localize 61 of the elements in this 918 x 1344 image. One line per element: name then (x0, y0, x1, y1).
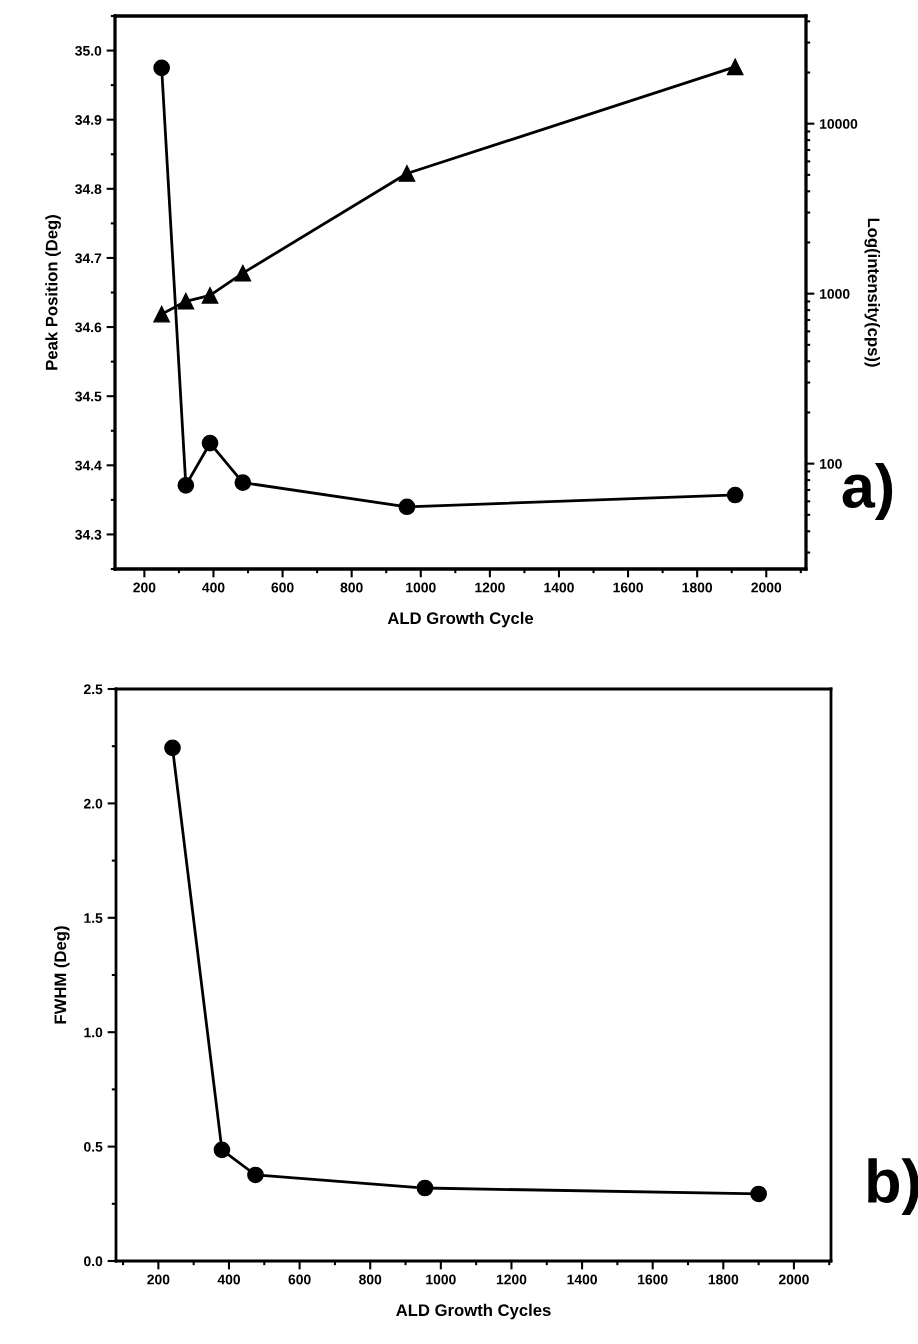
point (398, 165, 416, 182)
x-tick-label: 600 (271, 582, 294, 593)
x-tick-label: 400 (202, 582, 225, 593)
x-tick-label: 1600 (638, 1274, 668, 1285)
text: b) (868, 1158, 918, 1216)
y-tick-label: 34.3 (75, 529, 102, 540)
text: a) (842, 463, 893, 521)
x-tick-label: 800 (340, 582, 363, 593)
x-tick-label: 200 (133, 582, 156, 593)
y-tick-label: 34.4 (75, 460, 102, 471)
x-tick-label: 1400 (544, 582, 574, 593)
x-tick-label: 1000 (426, 1274, 456, 1285)
y2-axis-title: Log(intensity(cps)) (864, 218, 881, 367)
point (164, 739, 181, 757)
x-tick-label: 1400 (567, 1274, 597, 1285)
point (213, 1141, 231, 1159)
y2-tick-label: 1000 (820, 289, 850, 299)
x-tick-label: 2000 (778, 1274, 809, 1285)
y-tick-label: 34.9 (75, 115, 102, 125)
point (201, 434, 219, 452)
x-tick-label: 1800 (682, 582, 713, 593)
x-tick-label: 1800 (708, 1274, 739, 1285)
point (750, 1185, 767, 1203)
y-tick-label: 34.5 (75, 391, 102, 402)
y-tick-label: 2.5 (83, 684, 103, 695)
y-tick-label: 35.0 (75, 45, 102, 56)
point (177, 292, 195, 310)
y-axis-title: Peak Position (Deg) (45, 215, 61, 370)
y-tick-label: 1.0 (84, 1027, 103, 1038)
point (177, 477, 195, 494)
x-tick-label: 2000 (751, 582, 782, 593)
y-tick-label: 34.7 (75, 253, 102, 264)
x-axis-title: ALD Growth Cycle (387, 611, 534, 628)
y-axis-title: FWHM (Deg) (54, 926, 70, 1024)
point (153, 305, 170, 323)
y2-tick-label: 100 (820, 458, 842, 469)
point (234, 264, 252, 282)
point (247, 1166, 264, 1184)
x-tick-label: 400 (217, 1274, 241, 1285)
point (416, 1179, 434, 1197)
x-tick-label: 1200 (475, 582, 505, 593)
y-tick-label: 34.6 (75, 322, 102, 333)
x-tick-label: 1000 (406, 582, 436, 593)
point (398, 498, 416, 516)
x-tick-label: 1200 (496, 1274, 527, 1285)
point (153, 59, 170, 77)
point (726, 58, 744, 76)
y-tick-label: 2.0 (83, 798, 103, 809)
point (201, 287, 219, 304)
y2-tick-label: 10000 (820, 119, 858, 129)
point (234, 474, 252, 491)
x-axis-title: ALD Growth Cycles (396, 1303, 551, 1320)
y-tick-label: 0.5 (84, 1141, 103, 1152)
point (726, 486, 744, 504)
x-tick-label: 1600 (613, 582, 643, 593)
y-tick-label: 0.0 (84, 1256, 103, 1267)
y-tick-label: 1.5 (84, 913, 103, 923)
y-tick-label: 34.8 (75, 184, 102, 194)
x-tick-label: 200 (147, 1274, 170, 1285)
x-tick-label: 800 (359, 1274, 382, 1285)
x-tick-label: 600 (288, 1274, 311, 1285)
